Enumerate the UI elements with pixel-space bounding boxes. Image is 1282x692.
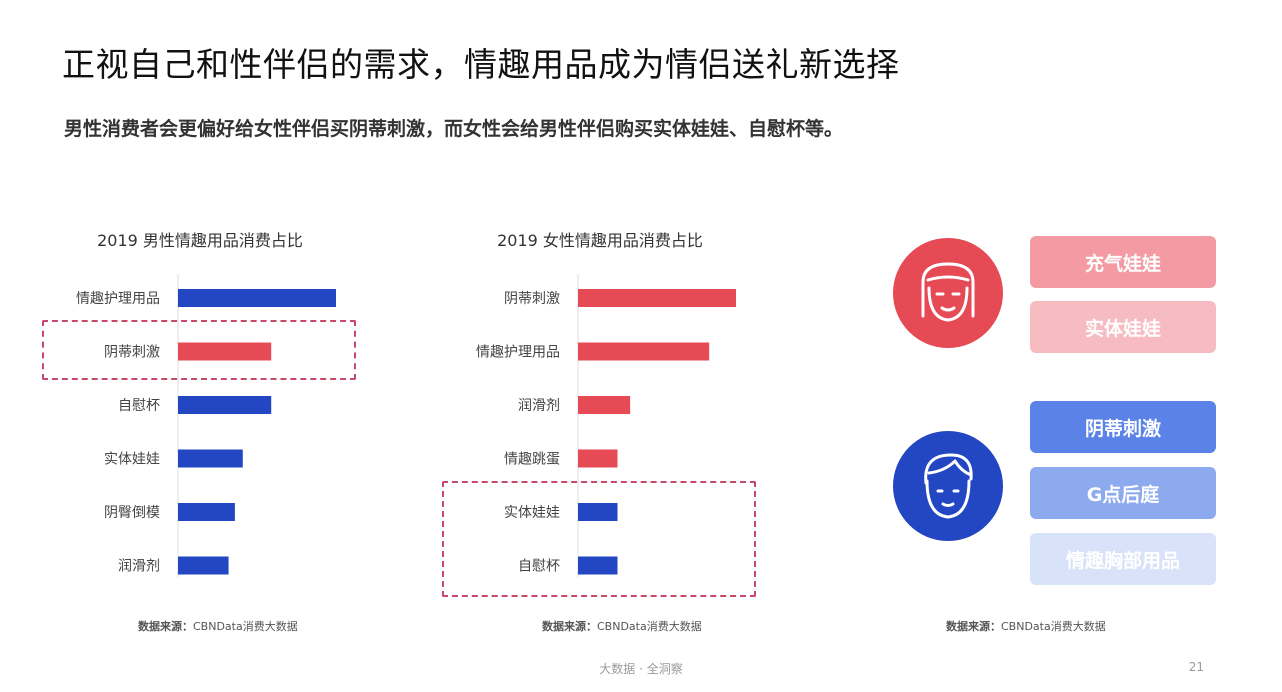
chart-title: 2019 女性情趣用品消费占比 bbox=[497, 231, 703, 250]
category-label: 实体娃娃 bbox=[104, 452, 160, 468]
page-subtitle: 男性消费者会更偏好给女性伴侣买阴蒂刺激，而女性会给男性伴侣购买实体娃娃、自慰杯等… bbox=[64, 118, 844, 140]
male-tag-2: G点后庭 bbox=[1030, 467, 1216, 519]
bar bbox=[578, 289, 736, 307]
bar bbox=[578, 342, 710, 361]
bar bbox=[578, 503, 618, 521]
male-avatar-icon bbox=[893, 431, 1003, 541]
bar bbox=[178, 396, 272, 414]
page-title: 正视自己和性伴侣的需求，情趣用品成为情侣送礼新选择 bbox=[62, 45, 900, 84]
category-label: 阴蒂刺激 bbox=[504, 290, 560, 307]
bar bbox=[578, 396, 631, 414]
source-right: 数据来源：CBNData消费大数据 bbox=[946, 620, 1106, 633]
source-female: 数据来源：CBNData消费大数据 bbox=[542, 620, 702, 633]
footer-slogan: 大数据 · 全洞察 bbox=[599, 662, 683, 676]
highlight-box-male bbox=[42, 320, 356, 380]
highlight-box-female bbox=[442, 481, 756, 597]
source-male: 数据来源：CBNData消费大数据 bbox=[138, 620, 298, 633]
female-tag-2: 实体娃娃 bbox=[1030, 301, 1216, 353]
bar bbox=[178, 449, 243, 468]
category-label: 润滑剂 bbox=[518, 397, 560, 414]
female-avatar-icon bbox=[893, 238, 1003, 348]
category-label: 情趣护理用品 bbox=[476, 345, 560, 361]
male-tag-3: 情趣胸部用品 bbox=[1030, 533, 1216, 585]
female-tag-1: 充气娃娃 bbox=[1030, 236, 1216, 288]
category-label: 情趣护理用品 bbox=[76, 291, 160, 307]
category-label: 阴臀倒模 bbox=[104, 505, 160, 521]
bar bbox=[178, 289, 336, 307]
bar bbox=[578, 556, 618, 575]
chart-title: 2019 男性情趣用品消费占比 bbox=[97, 231, 303, 250]
category-label: 阴蒂刺激 bbox=[104, 344, 160, 361]
bar bbox=[178, 342, 272, 361]
category-label: 润滑剂 bbox=[118, 558, 160, 575]
male-bar-chart: 2019 男性情趣用品消费占比情趣护理用品阴蒂刺激自慰杯实体娃娃阴臀倒模润滑剂 bbox=[40, 222, 380, 586]
bar bbox=[178, 503, 235, 521]
category-label: 自慰杯 bbox=[118, 397, 160, 414]
category-label: 自慰杯 bbox=[518, 558, 560, 575]
bar bbox=[578, 449, 618, 468]
category-label: 情趣跳蛋 bbox=[504, 452, 560, 468]
page-number: 21 bbox=[1188, 660, 1204, 674]
female-bar-chart: 2019 女性情趣用品消费占比阴蒂刺激情趣护理用品润滑剂情趣跳蛋实体娃娃自慰杯 bbox=[440, 222, 780, 586]
bar bbox=[178, 556, 229, 575]
category-label: 实体娃娃 bbox=[504, 505, 560, 521]
male-tag-1: 阴蒂刺激 bbox=[1030, 401, 1216, 453]
